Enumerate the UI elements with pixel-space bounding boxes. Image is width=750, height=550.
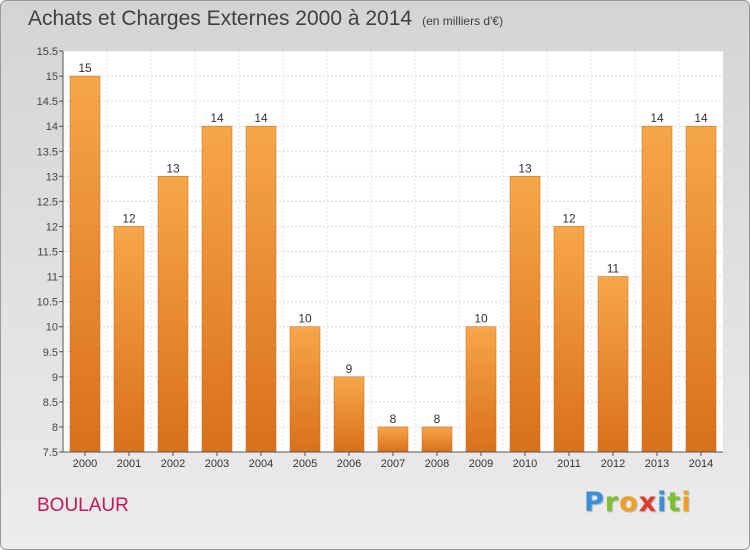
proxiti-logo: Proxiti (584, 487, 692, 518)
y-tick-label: 11.5 (37, 247, 58, 259)
y-tick-label: 14.5 (37, 96, 58, 108)
y-tick-label: 13.5 (37, 146, 58, 158)
data-label: 14 (254, 111, 268, 125)
y-tick-label: 8 (52, 422, 58, 434)
y-tick-label: 11 (47, 272, 58, 284)
y-tick-label: 7.5 (43, 447, 58, 459)
data-label: 10 (474, 312, 488, 326)
logo-letter: r (604, 487, 620, 518)
bar-2012 (597, 276, 629, 453)
data-label: 15 (78, 61, 92, 75)
logo-letter: i (657, 487, 668, 518)
x-tick-label: 2010 (513, 458, 537, 470)
x-tick-label: 2003 (205, 458, 229, 470)
data-labels: 15 12 13 14 14 10 9 8 8 10 13 12 11 14 14 (78, 61, 708, 426)
bar-2011 (553, 226, 585, 453)
bar-2005 (289, 326, 321, 453)
data-label: 11 (607, 262, 620, 276)
chart-title: Achats et Charges Externes 2000 à 2014 (28, 7, 413, 30)
city-name: BOULAUR (37, 495, 129, 516)
y-tick-label: 10 (46, 322, 58, 334)
bar-2003 (201, 125, 233, 453)
x-tick-label: 2006 (337, 458, 361, 470)
x-tick-label: 2008 (425, 458, 449, 470)
chart-title-row: Achats et Charges Externes 2000 à 2014 (e… (28, 7, 503, 37)
x-tick-label: 2004 (249, 458, 273, 470)
y-tick-label: 8.5 (43, 397, 58, 409)
logo-letter: i (681, 487, 692, 518)
bar-2013 (641, 125, 673, 453)
data-label: 14 (694, 111, 708, 125)
data-label: 13 (166, 161, 180, 175)
y-tick-label: 9.5 (43, 347, 58, 359)
x-tick-label: 2007 (381, 458, 405, 470)
y-tick-label: 12 (46, 221, 58, 233)
y-tick-label: 14 (46, 121, 58, 133)
x-tick-label: 2001 (117, 458, 141, 470)
data-label: 14 (210, 111, 224, 125)
y-tick-label: 13 (46, 171, 58, 183)
x-tick-label: 2000 (73, 458, 97, 470)
data-label: 8 (390, 412, 397, 426)
data-label: 8 (434, 412, 441, 426)
bars (69, 75, 717, 453)
data-label: 9 (346, 362, 353, 376)
bar-2000 (69, 75, 101, 453)
x-tick-label: 2009 (469, 458, 493, 470)
logo-letter: P (584, 487, 605, 518)
logo-letter: x (638, 487, 658, 518)
x-tick-label: 2014 (689, 458, 713, 470)
y-tick-label: 15.5 (37, 46, 58, 58)
y-tick-label: 12.5 (37, 196, 58, 208)
bar-2009 (465, 326, 497, 453)
bar-2004 (245, 125, 277, 453)
bar-2001 (113, 226, 145, 453)
data-label: 12 (122, 211, 136, 225)
logo-letter: t (667, 487, 682, 518)
axes: 7.5 8 8.5 9 9.5 10 10.5 11 11.5 12 12.5 13 13.5 14 14.… (37, 46, 723, 470)
x-tick-label: 2013 (645, 458, 669, 470)
x-tick-label: 2005 (293, 458, 317, 470)
bar-2014 (685, 125, 717, 453)
data-label: 13 (518, 161, 532, 175)
chart-subtitle: (en milliers d'€) (422, 14, 504, 28)
x-tick-label: 2011 (557, 458, 581, 470)
y-tick-label: 10.5 (37, 297, 58, 309)
x-tick-label: 2002 (161, 458, 185, 470)
bar-2010 (509, 176, 541, 453)
logo-letter: o (619, 487, 639, 518)
data-label: 12 (562, 211, 576, 225)
y-tick-label: 15 (46, 71, 58, 83)
bar-2002 (157, 176, 189, 453)
data-label: 14 (650, 111, 664, 125)
data-label: 10 (298, 312, 312, 326)
y-tick-label: 9 (52, 372, 58, 384)
bar-2007 (377, 426, 409, 453)
x-tick-label: 2012 (601, 458, 625, 470)
bar-2006 (333, 376, 365, 453)
bar-2008 (421, 426, 453, 453)
